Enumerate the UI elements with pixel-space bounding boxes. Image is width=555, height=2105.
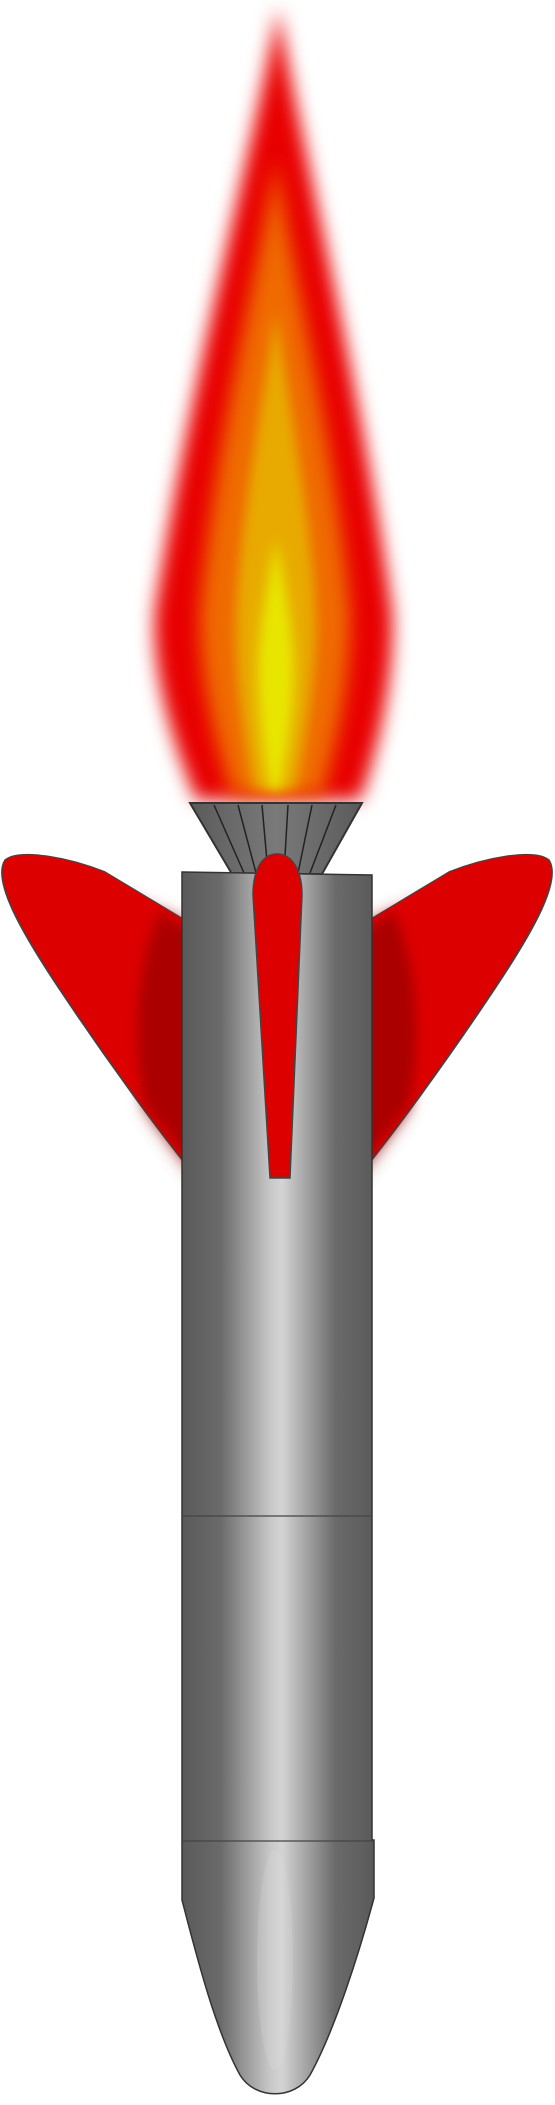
body-tube <box>181 871 375 2095</box>
nose-highlight <box>257 1850 293 2070</box>
flame-core <box>258 540 294 790</box>
center-fin <box>252 853 303 1179</box>
flame <box>154 8 393 800</box>
rocket-body <box>181 871 375 2095</box>
